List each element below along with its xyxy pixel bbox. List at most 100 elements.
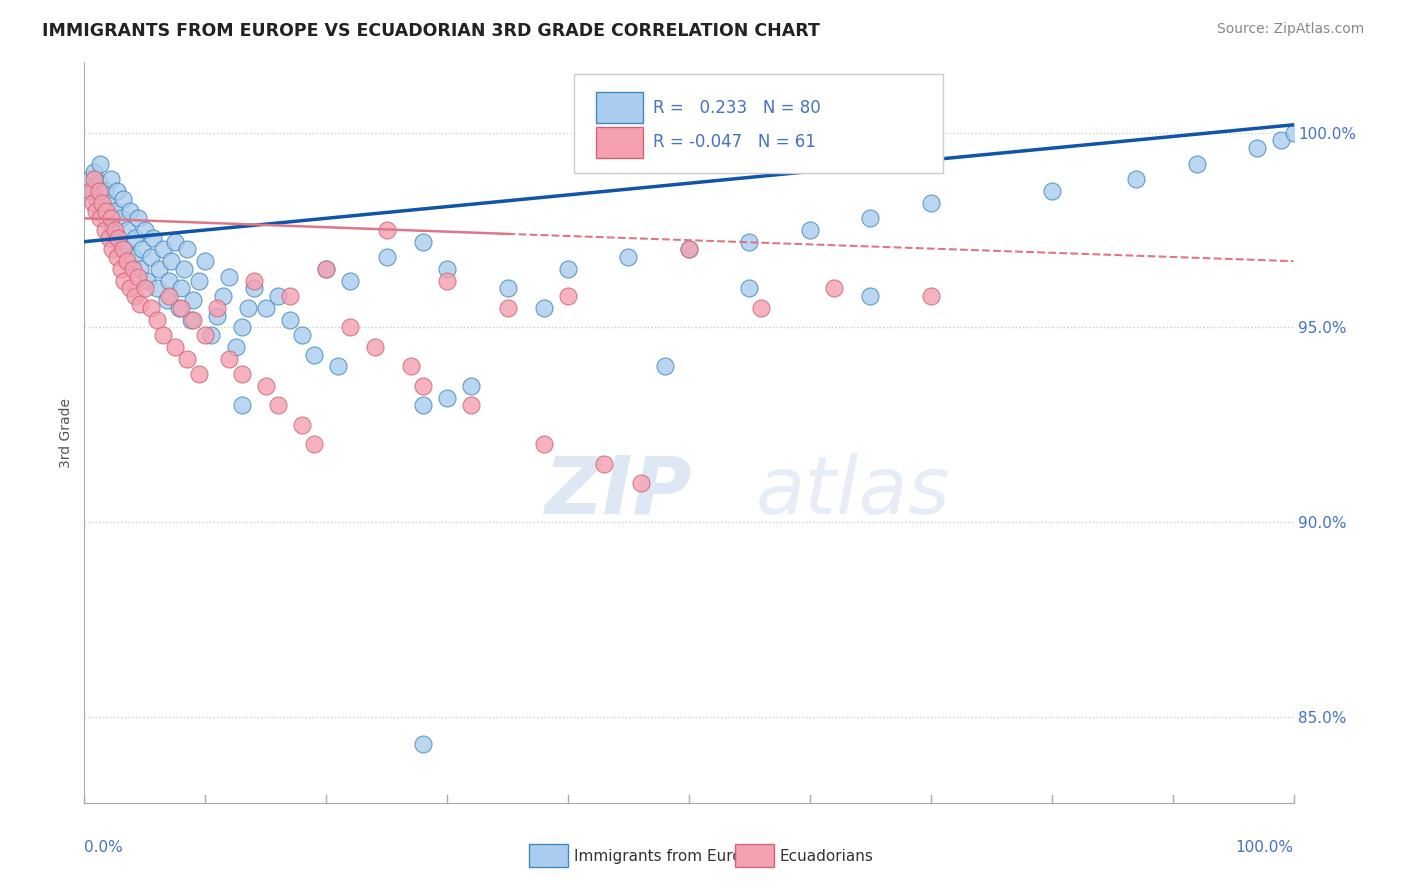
Point bbox=[751, 301, 773, 315]
Point bbox=[100, 211, 122, 226]
Point bbox=[176, 351, 198, 366]
Point bbox=[315, 262, 337, 277]
Point bbox=[160, 254, 183, 268]
Point bbox=[363, 340, 385, 354]
Point bbox=[231, 367, 253, 381]
FancyBboxPatch shape bbox=[574, 73, 943, 173]
Point bbox=[173, 262, 195, 277]
Point bbox=[112, 274, 135, 288]
Point bbox=[139, 301, 162, 315]
Point bbox=[218, 269, 240, 284]
Point bbox=[112, 243, 135, 257]
Point bbox=[121, 250, 143, 264]
Point bbox=[157, 274, 180, 288]
Point bbox=[291, 328, 314, 343]
Point bbox=[328, 359, 350, 374]
Point bbox=[823, 281, 845, 295]
Point bbox=[105, 250, 128, 264]
Point bbox=[738, 235, 761, 249]
Text: Source: ZipAtlas.com: Source: ZipAtlas.com bbox=[1216, 22, 1364, 37]
Point bbox=[87, 184, 110, 198]
Point bbox=[678, 243, 700, 257]
Point bbox=[242, 274, 264, 288]
Point bbox=[557, 262, 579, 277]
Point bbox=[738, 281, 761, 295]
Point bbox=[496, 281, 519, 295]
Point bbox=[1185, 157, 1208, 171]
Point bbox=[412, 737, 434, 751]
Point bbox=[94, 223, 117, 237]
Point bbox=[1270, 133, 1292, 147]
Point bbox=[181, 293, 204, 307]
Point bbox=[86, 203, 108, 218]
Point bbox=[188, 274, 211, 288]
Point bbox=[167, 301, 190, 315]
Point bbox=[91, 195, 114, 210]
Point bbox=[165, 340, 187, 354]
Text: atlas: atlas bbox=[755, 453, 950, 531]
Point bbox=[104, 203, 127, 218]
Point bbox=[278, 289, 301, 303]
Point bbox=[496, 301, 519, 315]
Point bbox=[654, 359, 676, 374]
Point bbox=[200, 328, 222, 343]
Point bbox=[107, 235, 129, 249]
Point bbox=[124, 289, 146, 303]
Point bbox=[112, 243, 135, 257]
Point bbox=[105, 184, 128, 198]
Point bbox=[115, 254, 138, 268]
Point bbox=[436, 274, 458, 288]
Point bbox=[82, 195, 104, 210]
Point bbox=[1246, 141, 1268, 155]
Point bbox=[155, 293, 177, 307]
Point bbox=[89, 157, 111, 171]
Point bbox=[267, 398, 290, 412]
Point bbox=[920, 195, 942, 210]
Point bbox=[180, 312, 202, 326]
Point bbox=[278, 312, 301, 326]
Point bbox=[920, 289, 942, 303]
Point bbox=[181, 312, 204, 326]
Point bbox=[678, 243, 700, 257]
Point bbox=[94, 211, 117, 226]
Point bbox=[91, 203, 114, 218]
Point bbox=[302, 437, 325, 451]
Point bbox=[110, 211, 132, 226]
Point bbox=[412, 398, 434, 412]
Point bbox=[148, 262, 170, 277]
Point bbox=[120, 203, 142, 218]
FancyBboxPatch shape bbox=[596, 127, 643, 158]
Point bbox=[375, 250, 398, 264]
Text: R =   0.233   N = 80: R = 0.233 N = 80 bbox=[652, 99, 821, 117]
Point bbox=[176, 243, 198, 257]
Point bbox=[630, 476, 652, 491]
Point bbox=[165, 235, 187, 249]
Point bbox=[170, 301, 193, 315]
Point bbox=[87, 176, 110, 190]
Point bbox=[593, 457, 616, 471]
Point bbox=[254, 379, 277, 393]
Point bbox=[557, 289, 579, 303]
Text: IMMIGRANTS FROM EUROPE VS ECUADORIAN 3RD GRADE CORRELATION CHART: IMMIGRANTS FROM EUROPE VS ECUADORIAN 3RD… bbox=[42, 22, 820, 40]
Point bbox=[231, 320, 253, 334]
Point bbox=[89, 211, 111, 226]
Point bbox=[97, 195, 120, 210]
Point bbox=[134, 223, 156, 237]
Point bbox=[129, 297, 152, 311]
Point bbox=[236, 301, 259, 315]
Point bbox=[100, 172, 122, 186]
Point bbox=[399, 359, 422, 374]
Point bbox=[315, 262, 337, 277]
FancyBboxPatch shape bbox=[735, 844, 773, 867]
Point bbox=[460, 398, 482, 412]
Point bbox=[101, 223, 124, 237]
Point bbox=[194, 254, 217, 268]
FancyBboxPatch shape bbox=[529, 844, 568, 867]
Point bbox=[94, 203, 117, 218]
Point bbox=[436, 391, 458, 405]
Text: 100.0%: 100.0% bbox=[1236, 840, 1294, 855]
Point bbox=[127, 269, 149, 284]
Point bbox=[799, 223, 821, 237]
Point bbox=[170, 281, 193, 295]
Point bbox=[460, 379, 482, 393]
